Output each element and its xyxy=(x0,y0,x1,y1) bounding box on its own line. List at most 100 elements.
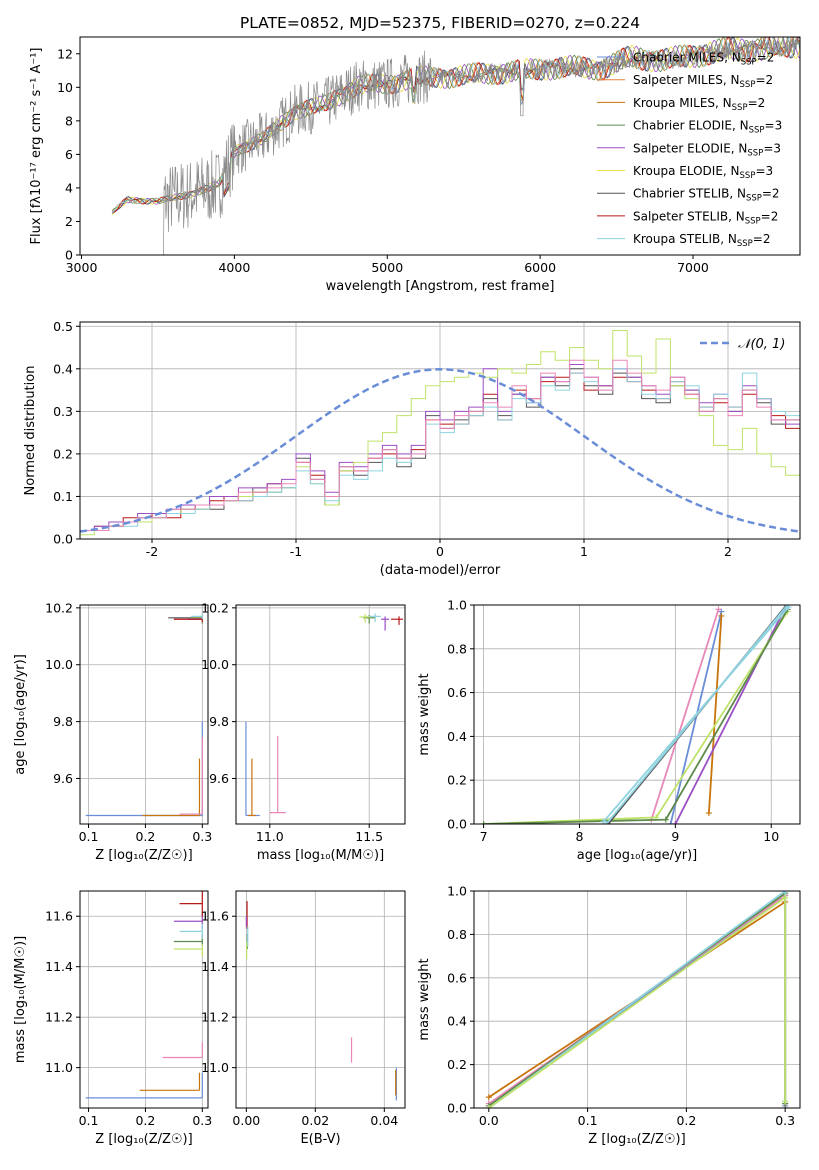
x-tick-label: 3000 xyxy=(66,260,98,275)
axes-frame xyxy=(79,36,801,256)
frame: 0.0 0.1 0.2 0.3 0.0 0.2 0.4 0.6 0.8 1.0 Z [log₁₀(Z… xyxy=(417,884,801,1147)
grid xyxy=(236,891,405,1108)
legend-sub: SSP xyxy=(746,194,762,204)
legend-name: Kroupa ELODIE, N xyxy=(633,164,740,178)
legend-label: Salpeter MILES, NSSP=2 xyxy=(633,73,773,90)
panel-6: 0.1 0.2 0.3 11.0 11.2 11.4 11.6 Z [log₁₀(Z/Z☉)]… xyxy=(13,890,212,1147)
frame: 0.1 0.2 0.3 9.6 9.8 10.0 10.2 Z [log₁₀(Z/Z☉)] ag… xyxy=(13,600,212,863)
histogram-series-line xyxy=(80,364,800,531)
y-tick-label: 0.2 xyxy=(447,773,467,788)
legend-sub: SSP xyxy=(745,216,761,226)
x-tick-label: 7 xyxy=(480,829,488,844)
errorbar-point xyxy=(391,616,404,625)
mass-weight-line xyxy=(483,611,789,824)
plot-area xyxy=(111,37,800,255)
legend-name: Chabrier MILES, N xyxy=(633,51,741,65)
y-tick-label: 10.2 xyxy=(201,600,229,615)
panel-8: 0.0 0.1 0.2 0.3 0.0 0.2 0.4 0.6 0.8 1.0 Z [log₁₀(Z… xyxy=(417,884,801,1147)
legend-label: Chabrier ELODIE, NSSP=3 xyxy=(633,119,782,136)
y-tick-label: 9.6 xyxy=(53,771,73,786)
plus-marker xyxy=(715,606,722,613)
legend-name: Chabrier ELODIE, N xyxy=(633,119,749,133)
plot-area xyxy=(485,891,789,1108)
errorbar-point xyxy=(173,943,203,957)
histogram-series-line xyxy=(80,372,800,531)
legend-tail: =2 xyxy=(762,187,780,201)
plot-area xyxy=(85,613,203,817)
grid xyxy=(236,605,405,824)
y-tick-label: 2 xyxy=(65,214,73,229)
plus-marker xyxy=(705,810,712,817)
y-tick-label: 9.8 xyxy=(209,714,229,729)
axes-frame xyxy=(473,604,801,825)
x-tick-label: -1 xyxy=(290,544,302,559)
legend-sub: SSP xyxy=(737,239,753,249)
grid xyxy=(80,605,208,824)
y-tick-label: 0.3 xyxy=(53,404,73,419)
x-tick-label: -2 xyxy=(146,544,158,559)
histogram-series-line xyxy=(80,368,800,531)
x-axis-label: (data-model)/error xyxy=(380,563,501,578)
y-tick-label: 11.2 xyxy=(45,1010,73,1025)
x-tick-label: 0.2 xyxy=(135,829,155,844)
y-tick-label: 0.8 xyxy=(447,641,467,656)
x-tick-label: 0.1 xyxy=(578,1113,598,1128)
y-tick-label: 12 xyxy=(57,46,73,61)
errorbar-point xyxy=(139,1072,201,1091)
plus-marker xyxy=(782,891,789,894)
frame: 11.0 11.5 9.6 9.8 10.0 10.2 mass [log₁₀(M/M☉)] xyxy=(201,600,406,863)
y-tick-label: 11.0 xyxy=(45,1060,73,1075)
legend-sub: SSP xyxy=(740,171,756,181)
y-tick-label: 10.0 xyxy=(45,657,73,672)
x-tick-label: 0.1 xyxy=(79,829,99,844)
y-tick-label: 10 xyxy=(57,80,73,95)
y-tick-label: 0.4 xyxy=(447,729,467,744)
observed-spectrum-line xyxy=(158,37,800,255)
y-tick-label: 11.2 xyxy=(201,1010,229,1025)
y-tick-label: 10.0 xyxy=(201,657,229,672)
errorbar-point xyxy=(245,721,260,817)
x-tick-label: 0.00 xyxy=(232,1113,260,1128)
errorbar-point xyxy=(173,933,203,947)
panel-4: 11.0 11.5 9.6 9.8 10.0 10.2 mass [log₁₀(M/M☉)] xyxy=(201,600,406,863)
x-tick-label: 0.04 xyxy=(370,1113,398,1128)
y-tick-label: 11.4 xyxy=(45,959,73,974)
mass-weight-line xyxy=(650,609,720,820)
y-tick-label: 11.6 xyxy=(45,909,73,924)
plus-marker xyxy=(485,1105,492,1108)
legend-tail: =2 xyxy=(748,96,766,110)
errorbar-point xyxy=(85,1072,203,1099)
y-tick-label: 11.4 xyxy=(201,959,229,974)
y-axis-label: Flux [fλ10⁻¹⁷ erg cm⁻² s⁻¹ A⁻¹] xyxy=(29,48,44,245)
y-tick-label: 9.8 xyxy=(53,714,73,729)
x-tick-label: 0.3 xyxy=(192,829,212,844)
errorbar-point xyxy=(179,737,203,815)
errorbar-point xyxy=(190,613,203,620)
mass-weight-line xyxy=(669,611,723,824)
axes-frame xyxy=(235,604,406,825)
frame: 3000 4000 5000 6000 7000 0 2 4 6 8 10 12 wavelength … xyxy=(29,36,801,294)
legend-label: Kroupa MILES, NSSP=2 xyxy=(633,96,765,113)
legend-name: Kroupa STELIB, N xyxy=(633,232,737,246)
mass-weight-line xyxy=(488,895,787,1108)
legend-name: Salpeter MILES, N xyxy=(633,73,740,87)
y-tick-label: 6 xyxy=(65,147,73,162)
x-tick-label: 4000 xyxy=(218,260,250,275)
x-tick-label: 0.2 xyxy=(135,1113,155,1128)
x-tick-label: 11.0 xyxy=(256,829,284,844)
y-tick-label: 0.0 xyxy=(53,532,73,547)
legend-sub: SSP xyxy=(747,148,763,158)
plus-marker xyxy=(667,821,674,824)
legend-tail: =2 xyxy=(755,73,773,87)
mass-weight-line xyxy=(602,606,790,823)
panel-5: 7 8 9 10 0.0 0.2 0.4 0.6 0.8 1.0 age [log₁₀(age/yr… xyxy=(417,598,801,863)
plus-marker xyxy=(480,821,487,824)
legend-label: Kroupa ELODIE, NSSP=3 xyxy=(633,164,773,181)
legend-tail: =3 xyxy=(763,141,781,155)
plus-marker xyxy=(485,1094,492,1101)
x-tick-label: 0.3 xyxy=(775,1113,795,1128)
x-tick-label: 10 xyxy=(763,829,779,844)
legend-tail: =2 xyxy=(753,232,771,246)
y-tick-label: 0.0 xyxy=(447,1101,467,1116)
y-axis-label: age [log₁₀(age/yr)] xyxy=(13,654,28,775)
